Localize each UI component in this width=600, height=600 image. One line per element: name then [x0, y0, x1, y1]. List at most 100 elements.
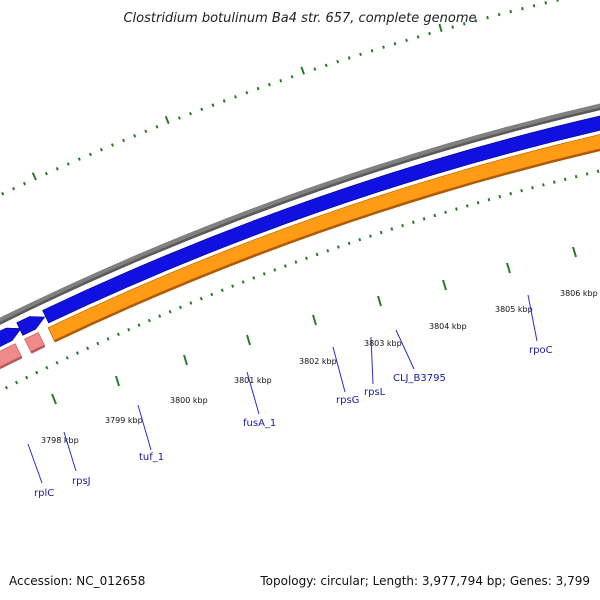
gc-tick [262, 272, 266, 276]
operon-block-shadow [54, 148, 600, 343]
gene-annotation[interactable]: rpsJ [63, 431, 91, 487]
accession-text: Accession: NC_012658 [9, 574, 145, 588]
gc-tick [596, 169, 600, 174]
ruler-tick: 3800 kbp [170, 354, 208, 405]
gc-tick [77, 157, 81, 161]
gc-tick [137, 323, 141, 327]
gc-tick [544, 1, 548, 5]
gc-tick [556, 0, 559, 2]
gc-tick [234, 95, 237, 99]
gc-tick [428, 31, 431, 36]
gc-tick [451, 25, 455, 29]
gc-tick [497, 12, 501, 17]
gc-tick [252, 276, 256, 280]
gc-tick [164, 115, 170, 125]
gc-tick [416, 35, 420, 39]
gc-tick [14, 380, 19, 385]
gc-tick [390, 227, 394, 231]
ruler-tick: 3806 kbp [560, 246, 598, 298]
gc-tick [55, 360, 59, 365]
gene-label-rpsG[interactable]: rpsG [336, 395, 359, 406]
tick-label-3804: 3804 kbp [429, 322, 467, 331]
gc-tick [189, 301, 193, 305]
ruler-tick: 3801 kbp [234, 334, 272, 385]
gc-tick [465, 204, 469, 208]
gc-tick [45, 365, 49, 370]
rna-track [0, 331, 46, 370]
gene-annotation[interactable]: CLJ_B3795 [393, 329, 446, 384]
gc-tick [44, 171, 48, 176]
gc-tick [200, 107, 204, 112]
gene-annotation[interactable]: rpsG [332, 346, 359, 406]
gc-tick [379, 230, 383, 235]
rna-block-shadow [30, 344, 46, 354]
gene-annotation[interactable]: tuf_1 [137, 404, 164, 463]
gc-tick [487, 197, 491, 202]
gc-tick [393, 42, 397, 46]
gc-tick [359, 52, 362, 57]
gc-tick [106, 337, 110, 341]
tick-label-3803: 3803 kbp [364, 339, 402, 348]
gene-label-CLJ_B3795[interactable]: CLJ_B3795 [393, 373, 446, 384]
position-ruler: 3798 kbp 3799 kbp 3800 kbp 3801 kbp 3802… [41, 246, 598, 445]
gene-label-rplC[interactable]: rplC [34, 488, 54, 499]
gc-tick [273, 268, 277, 272]
ruler-tick: 3802 kbp [299, 314, 337, 366]
gene-label-fusA_1[interactable]: fusA_1 [243, 418, 276, 429]
gc-tick [336, 59, 340, 64]
gc-tick [199, 296, 203, 301]
gc-tick [256, 86, 260, 91]
gc-tick [326, 248, 330, 253]
gc-tick [211, 103, 215, 107]
gc-tick [158, 314, 162, 318]
gc-tick [433, 213, 437, 218]
gc-tick [86, 346, 90, 351]
gc-tick [133, 134, 137, 138]
tick-label-3799: 3799 kbp [105, 416, 143, 425]
gene-annotation[interactable]: rplC [27, 443, 54, 499]
gc-tick [532, 4, 536, 8]
gc-tick [220, 288, 224, 293]
gc-tick [267, 82, 271, 87]
tick-label-3806: 3806 kbp [560, 289, 598, 298]
gene-label-rpsL[interactable]: rpsL [364, 387, 386, 398]
rna-block-shadow [0, 355, 23, 370]
gene-label-tuf_1[interactable]: tuf_1 [139, 452, 164, 463]
gc-tick [300, 66, 305, 75]
gc-tick [552, 180, 556, 184]
gc-tick [144, 129, 148, 134]
gc-tick [444, 210, 448, 215]
gc-tick [531, 186, 534, 190]
forward-cds-block [42, 115, 600, 324]
gc-tick [178, 305, 182, 310]
gc-tick [422, 217, 426, 221]
gc-tick [574, 174, 578, 179]
ruler-tick: 3804 kbp [429, 279, 467, 331]
gc-tick [155, 125, 159, 129]
gc-tick [35, 370, 39, 375]
tick-label-3800: 3800 kbp [170, 396, 208, 405]
gc-tick [324, 63, 328, 68]
tick-label-3805: 3805 kbp [495, 305, 533, 314]
gc-tick [283, 264, 287, 268]
gc-tick [290, 75, 294, 79]
gene-label-rpsJ[interactable]: rpsJ [72, 476, 91, 487]
gene-annotation[interactable]: fusA_1 [243, 371, 276, 429]
gene-annotation[interactable]: rpoC [527, 294, 553, 356]
gc-tick [294, 260, 298, 264]
gene-label-layer: rplC rpsJ tuf_1 fusA_1 rpsG rpsL [27, 294, 553, 499]
gc-tick [358, 237, 362, 242]
gene-annotation[interactable]: rpsL [364, 336, 386, 398]
gc-tick [22, 181, 27, 186]
gc-tick [455, 207, 458, 211]
gc-tick [347, 56, 351, 60]
gc-tick [12, 186, 16, 191]
gc-content-ticks-inner [4, 169, 600, 390]
gc-tick [210, 292, 214, 297]
gc-tick [336, 245, 340, 249]
gene-label-rpoC[interactable]: rpoC [529, 345, 553, 356]
gc-tick [75, 351, 80, 355]
gc-tick [585, 172, 589, 176]
gc-tick [177, 116, 181, 120]
gc-tick [521, 6, 524, 11]
